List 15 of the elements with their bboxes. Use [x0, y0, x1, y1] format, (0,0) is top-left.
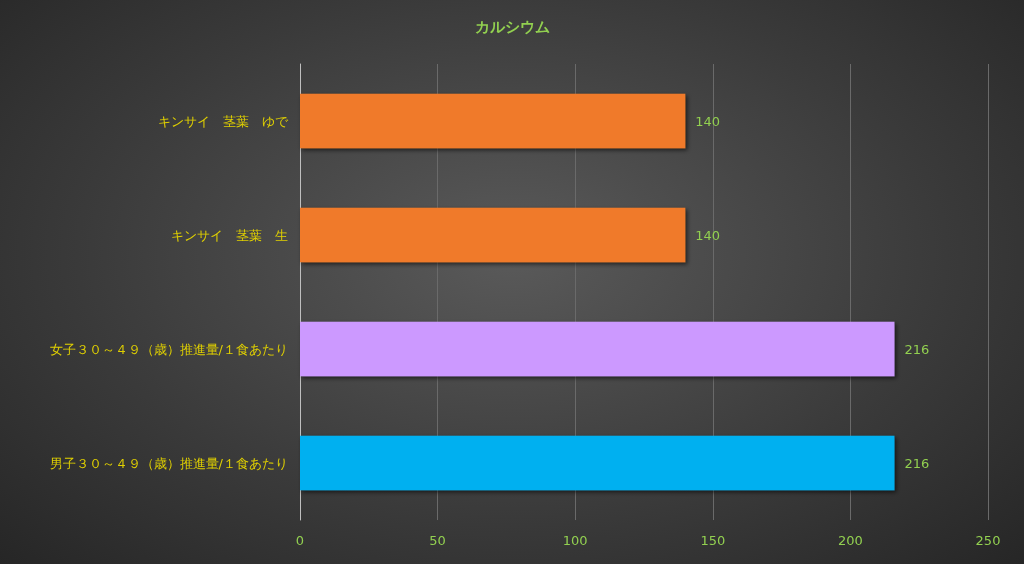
x-tick-label: 100 — [562, 533, 588, 548]
chart-title: カルシウム — [474, 17, 550, 36]
x-tick-label: 250 — [975, 533, 1001, 548]
x-tick-label: 200 — [837, 533, 863, 548]
y-tick-label: キンサイ 茎葉 ゆで — [158, 113, 289, 129]
y-tick-label: キンサイ 茎葉 生 — [171, 227, 288, 243]
x-tick-label: 0 — [295, 533, 305, 548]
data-label: 216 — [904, 341, 930, 357]
data-label: 216 — [904, 455, 930, 471]
x-tick-label: 50 — [429, 533, 446, 548]
y-tick-label: 女子３０～４９（歳）推進量/１食あたり — [49, 341, 288, 357]
y-tick-label: 男子３０～４９（歳）推進量/１食あたり — [49, 455, 288, 471]
x-tick-label: 150 — [700, 533, 726, 548]
data-label: 140 — [695, 113, 721, 129]
data-label: 140 — [695, 227, 721, 243]
